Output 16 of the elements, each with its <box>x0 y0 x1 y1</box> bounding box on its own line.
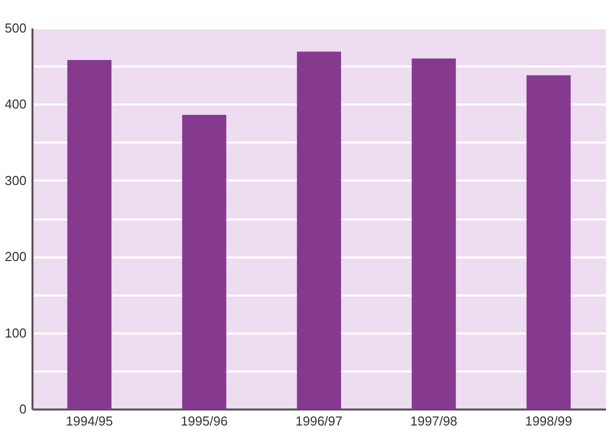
bar <box>182 114 226 409</box>
y-tick-label: 400 <box>4 96 26 112</box>
y-tick-label: 500 <box>4 20 26 36</box>
x-tick-label: 1997/98 <box>410 414 458 428</box>
bar <box>67 60 112 409</box>
x-tick-label: 1994/95 <box>66 414 113 428</box>
bar <box>526 75 571 409</box>
y-tick-label: 100 <box>4 325 26 340</box>
y-tick-label: 200 <box>4 249 26 264</box>
bar <box>412 58 456 409</box>
x-tick-label: 1995/96 <box>180 414 228 428</box>
y-tick-label: 300 <box>4 172 26 188</box>
bar <box>296 52 342 409</box>
x-tick-label: 1996/97 <box>296 414 342 428</box>
y-tick-label: 0 <box>19 402 26 416</box>
x-tick-label: 1998/99 <box>525 414 572 428</box>
